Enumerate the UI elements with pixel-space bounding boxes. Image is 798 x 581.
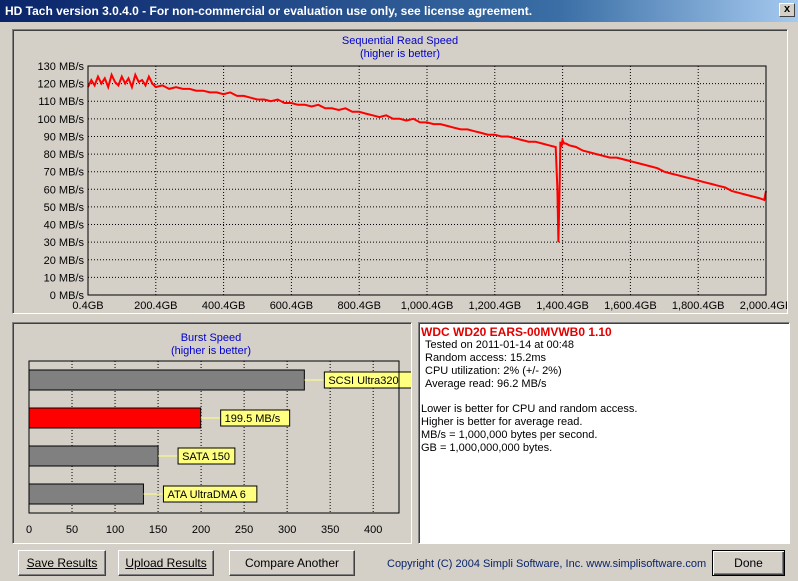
burst-bar xyxy=(28,483,144,505)
burst-bar xyxy=(28,407,202,429)
x-tick-label: 400.4GB xyxy=(202,300,245,312)
seq-chart-title: Sequential Read Speed xyxy=(341,35,459,47)
test-date: Tested on 2011-01-14 at 00:48 xyxy=(425,339,575,351)
x-tick-label: 2,000.4GB xyxy=(740,300,787,312)
burst-speed-panel: Burst Speed (higher is better) SCSI Ultr… xyxy=(12,322,412,544)
done-button[interactable]: Done xyxy=(712,550,785,576)
burst-chart-frame xyxy=(28,360,400,514)
burst-bar-label: 199.5 MB/s xyxy=(225,413,281,425)
cpu-utilization: CPU utilization: 2% (+/- 2%) xyxy=(425,365,562,377)
burst-tick-label: 100 xyxy=(106,524,124,536)
note-gb-definition: GB = 1,000,000,000 bytes. xyxy=(421,442,553,454)
y-tick-label: 90 MB/s xyxy=(44,131,85,143)
y-tick-label: 0 MB/s xyxy=(50,290,85,302)
y-tick-label: 120 MB/s xyxy=(38,79,85,91)
x-tick-label: 200.4GB xyxy=(134,300,177,312)
burst-label-box xyxy=(162,485,258,503)
burst-tick-label: 400 xyxy=(364,524,382,536)
note-higher-better: Higher is better for average read. xyxy=(421,416,583,428)
burst-bar-label: ATA UltraDMA 6 xyxy=(167,489,245,501)
burst-tick-label: 350 xyxy=(321,524,339,536)
burst-label-box xyxy=(323,371,411,389)
done-label: Done xyxy=(734,556,763,570)
seq-chart-subtitle: (higher is better) xyxy=(359,48,441,60)
compare-another-drive-button[interactable]: Compare Another Drive xyxy=(229,550,355,581)
sequential-read-series-line xyxy=(87,71,767,243)
burst-label-box xyxy=(220,409,291,427)
note-lower-better: Lower is better for CPU and random acces… xyxy=(421,403,638,415)
burst-chart-title: Burst Speed xyxy=(180,332,242,344)
burst-label-box xyxy=(177,447,236,465)
window-title: HD Tach version 3.0.4.0 - For non-commer… xyxy=(5,4,533,18)
close-icon[interactable]: x xyxy=(779,3,795,17)
note-mbps-definition: MB/s = 1,000,000 bytes per second. xyxy=(421,429,598,441)
window-title-bar: HD Tach version 3.0.4.0 - For non-commer… xyxy=(0,0,798,22)
drive-model: WDC WD20 EARS-00MVWB0 1.10 xyxy=(421,325,612,339)
burst-bar-label: SATA 150 xyxy=(182,451,230,463)
upload-results-label: Upload Results xyxy=(125,556,207,570)
burst-bar xyxy=(28,369,305,391)
x-tick-label: 800.4GB xyxy=(337,300,380,312)
upload-results-button[interactable]: Upload Results xyxy=(118,550,214,576)
y-tick-label: 130 MB/s xyxy=(38,61,85,73)
burst-tick-label: 150 xyxy=(149,524,167,536)
burst-bar xyxy=(28,445,159,467)
save-results-button[interactable]: Save Results xyxy=(18,550,106,576)
y-tick-label: 60 MB/s xyxy=(44,184,85,196)
y-tick-label: 50 MB/s xyxy=(44,202,85,214)
burst-speed-chart: SCSI Ultra320 199.5 MB/s SATA 150 ATA Ultra… xyxy=(26,360,411,536)
y-tick-label: 30 MB/s xyxy=(44,237,85,249)
x-tick-label: 1,200.4GB xyxy=(469,300,522,312)
y-tick-label: 70 MB/s xyxy=(44,167,85,179)
x-tick-label: 1,800.4GB xyxy=(672,300,725,312)
average-read: Average read: 96.2 MB/s xyxy=(425,378,547,390)
y-tick-label: 110 MB/s xyxy=(38,96,84,108)
burst-tick-label: 50 xyxy=(66,524,78,536)
y-tick-label: 20 MB/s xyxy=(44,255,85,267)
save-results-label: Save Results xyxy=(26,556,98,570)
x-tick-label: 1,400.4GB xyxy=(536,300,589,312)
x-tick-label: 1,600.4GB xyxy=(604,300,657,312)
y-tick-label: 80 MB/s xyxy=(44,149,85,161)
y-tick-label: 10 MB/s xyxy=(44,272,85,284)
burst-chart-subtitle: (higher is better) xyxy=(170,345,252,357)
x-tick-label: 600.4GB xyxy=(270,300,313,312)
drive-info-panel: WDC WD20 EARS-00MVWB0 1.10 Tested on 201… xyxy=(418,322,790,544)
compare-another-drive-label: Compare Another Drive xyxy=(244,556,340,581)
seq-chart-frame xyxy=(87,65,767,296)
y-tick-label: 100 MB/s xyxy=(38,114,85,126)
burst-tick-label: 250 xyxy=(235,524,253,536)
random-access: Random access: 15.2ms xyxy=(425,352,547,364)
burst-tick-label: 200 xyxy=(192,524,210,536)
sequential-read-panel: Sequential Read Speed (higher is better)… xyxy=(12,29,788,314)
sequential-read-chart: 0 MB/s 10 MB/s 20 MB/s 30 MB/s 40 MB/s 50 MB/… xyxy=(38,61,787,312)
x-tick-label: 0.4GB xyxy=(72,300,103,312)
x-tick-label: 1,000.4GB xyxy=(401,300,454,312)
burst-tick-label: 0 xyxy=(26,524,32,536)
burst-bar-label: SCSI Ultra320 xyxy=(328,375,398,387)
y-tick-label: 40 MB/s xyxy=(44,220,85,232)
copyright-text: Copyright (C) 2004 Simpli Software, Inc.… xyxy=(387,558,707,570)
burst-tick-label: 300 xyxy=(278,524,296,536)
